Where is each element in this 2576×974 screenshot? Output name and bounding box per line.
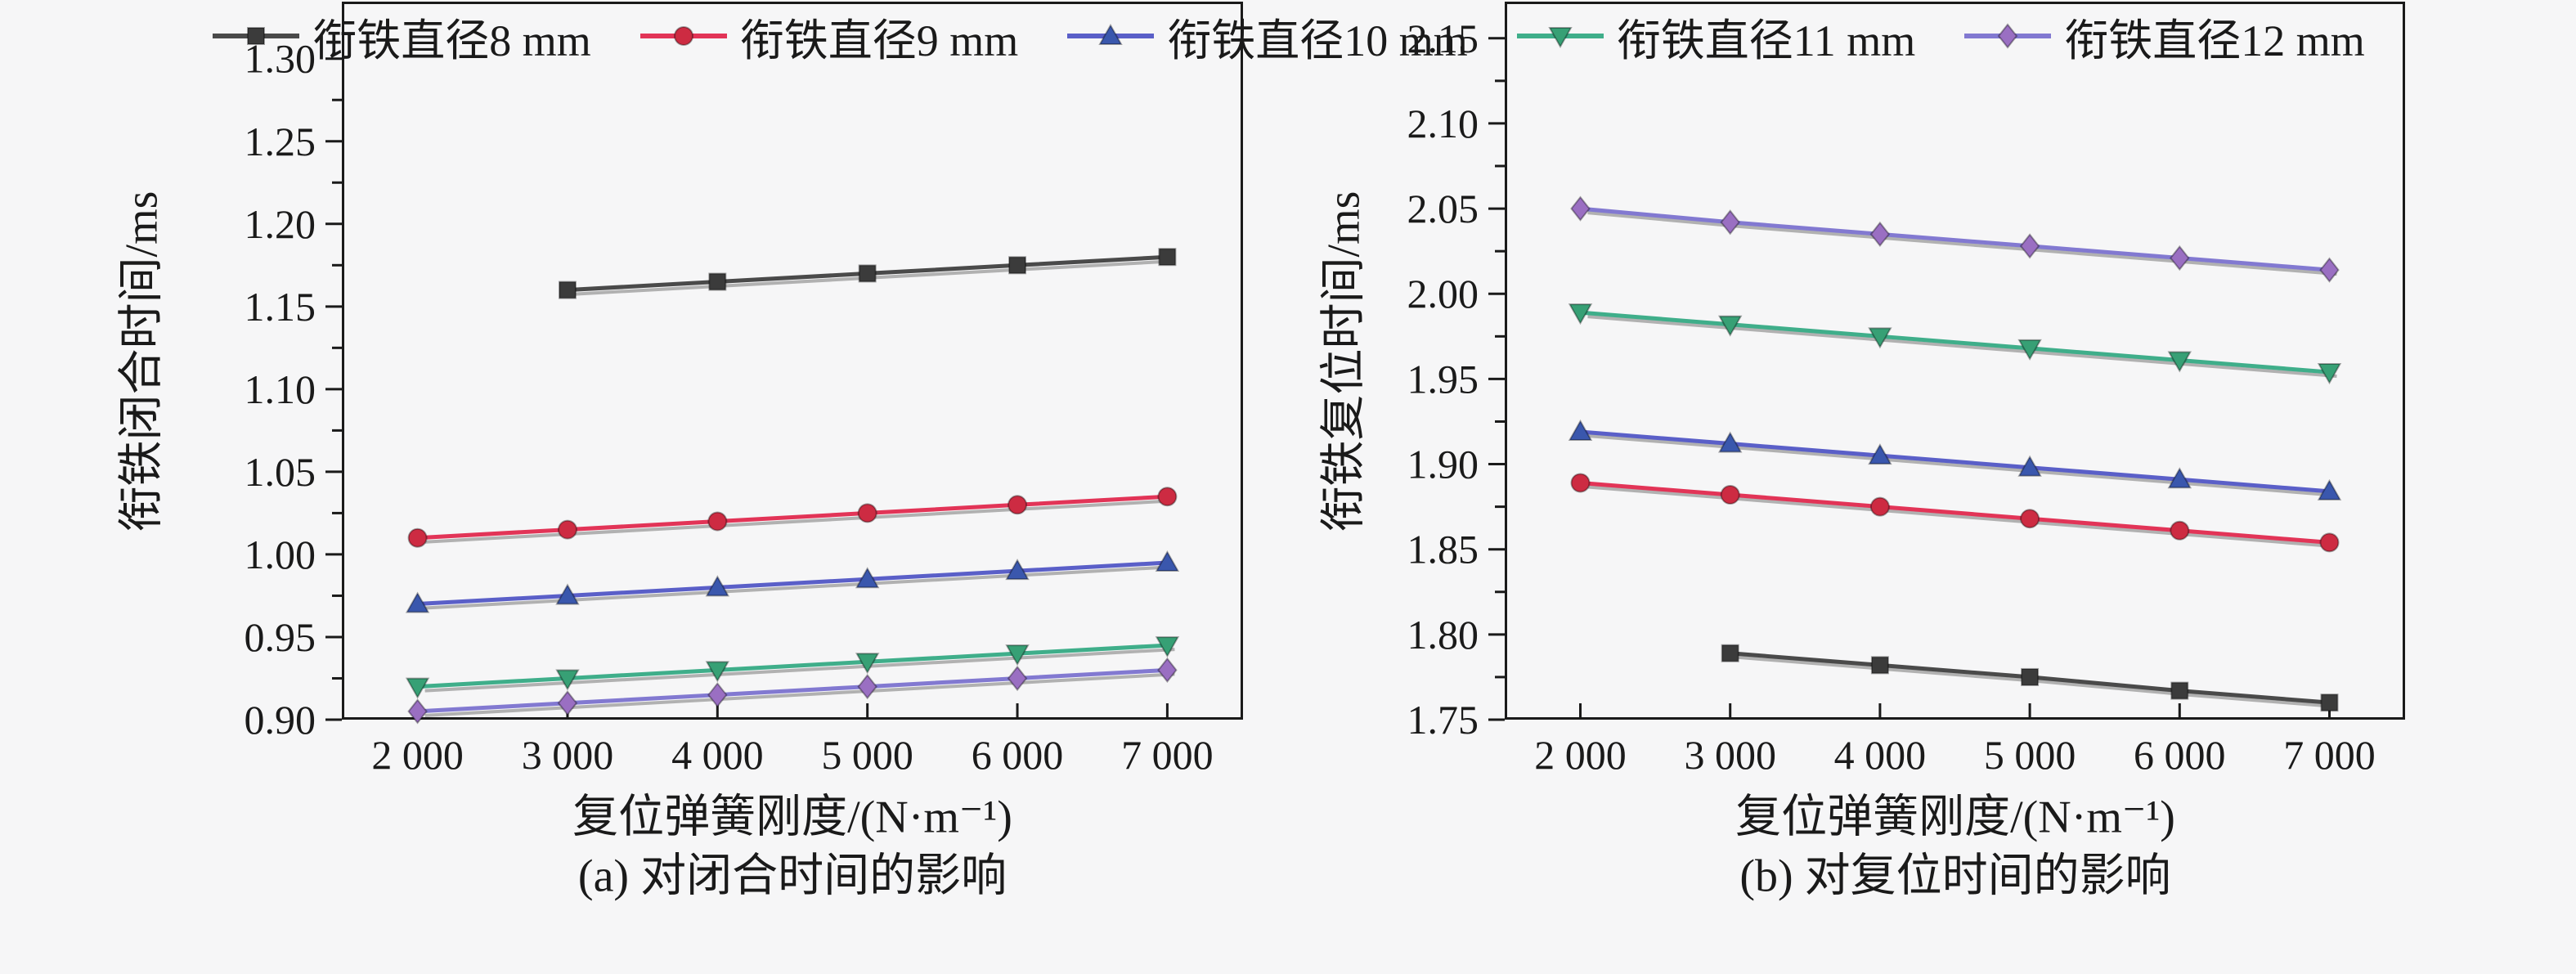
svg-text:1.85: 1.85: [1407, 527, 1479, 572]
legend-label: 衔铁直径12 mm: [2064, 16, 2365, 65]
legend-item-8mm: 衔铁直径8 mm: [211, 4, 591, 69]
svg-text:5 000: 5 000: [821, 732, 913, 778]
svg-text:2.15: 2.15: [1407, 16, 1479, 61]
chart-a-caption: (a) 对闭合时间的影响: [577, 851, 1008, 902]
chart-b-x-axis-title: 复位弹簧刚度/(N·m⁻¹): [1735, 792, 2175, 843]
svg-text:1.95: 1.95: [1407, 356, 1479, 402]
svg-text:1.80: 1.80: [1407, 612, 1479, 658]
svg-text:2.10: 2.10: [1407, 101, 1479, 146]
legend-item-9mm: 衔铁直径9 mm: [639, 4, 1019, 69]
svg-text:2 000: 2 000: [1534, 732, 1627, 778]
svg-text:4 000: 4 000: [1834, 732, 1927, 778]
svg-text:3 000: 3 000: [1684, 732, 1776, 778]
legend-item-11mm: 衔铁直径11 mm: [1515, 4, 1916, 69]
legend-marker-triangle-down-icon: [1516, 27, 1604, 49]
legend-marker-triangle-up-icon: [1067, 23, 1155, 45]
legend: 衔铁直径8 mm 衔铁直径9 mm 衔铁直径10 mm 衔铁直径11 mm 衔铁…: [0, 0, 2576, 72]
svg-text:4 000: 4 000: [671, 732, 764, 778]
svg-text:0.90: 0.90: [245, 697, 316, 743]
legend-marker-circle-icon: [640, 26, 727, 46]
chart-a-x-axis-title: 复位弹簧刚度/(N·m⁻¹): [572, 792, 1012, 843]
chart-b-caption: (b) 对复位时间的影响: [1739, 851, 2171, 902]
legend-label: 衔铁直径10 mm: [1167, 16, 1468, 65]
svg-text:1.75: 1.75: [1407, 697, 1479, 743]
svg-text:7 000: 7 000: [1121, 732, 1214, 778]
legend-item-10mm: 衔铁直径10 mm: [1066, 4, 1468, 69]
legend-item-12mm: 衔铁直径12 mm: [1963, 4, 2365, 69]
legend-marker-diamond-icon: [1964, 23, 2052, 49]
svg-text:1.90: 1.90: [1407, 442, 1479, 487]
svg-text:1.05: 1.05: [245, 449, 316, 495]
legend-label: 衔铁直径8 mm: [312, 16, 591, 65]
svg-text:6 000: 6 000: [2134, 732, 2226, 778]
svg-text:2 000: 2 000: [371, 732, 464, 778]
chart-b-plot-area: 1.75 1.80 1.85 1.90 1.95 2.00 2.05 2.10 2.15 2 00…: [1407, 2, 2405, 778]
svg-text:2.05: 2.05: [1407, 186, 1479, 231]
svg-text:1.25: 1.25: [245, 119, 316, 164]
legend-label: 衔铁直径11 mm: [1616, 16, 1916, 65]
svg-text:7 000: 7 000: [2283, 732, 2376, 778]
legend-label: 衔铁直径9 mm: [739, 16, 1019, 65]
svg-text:0.95: 0.95: [245, 614, 316, 660]
svg-text:1.00: 1.00: [245, 532, 316, 577]
svg-text:5 000: 5 000: [1984, 732, 2076, 778]
svg-text:1.10: 1.10: [245, 366, 316, 412]
legend-marker-square-icon: [213, 27, 300, 45]
chart-a-plot-area: 0.900.951.001.051.101.151.201.251.302 00…: [245, 2, 1243, 778]
svg-text:6 000: 6 000: [972, 732, 1064, 778]
svg-text:2.00: 2.00: [1407, 271, 1479, 316]
svg-text:3 000: 3 000: [522, 732, 614, 778]
chart-b-y-axis-title: 衔铁复位时间/ms: [1318, 191, 1370, 532]
chart-a-y-axis-title: 衔铁闭合时间/ms: [116, 191, 168, 532]
svg-text:1.15: 1.15: [245, 284, 316, 330]
svg-text:1.20: 1.20: [245, 201, 316, 247]
